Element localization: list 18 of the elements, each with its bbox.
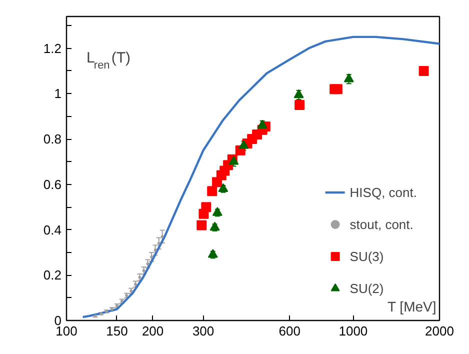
x-tick-label: 1000 (338, 324, 368, 338)
y-tick-label: 1 (54, 86, 62, 102)
x-tick-label: 300 (192, 324, 214, 338)
x-tick-label: 600 (278, 324, 300, 338)
y-tick-label: 0.4 (43, 222, 62, 238)
y-tick-label: 0 (54, 313, 62, 328)
legend-label: SU(2) (350, 280, 384, 296)
x-tick-label: 200 (142, 324, 164, 338)
y-tick-label: 0.6 (43, 176, 62, 192)
x-tick-label: 2000 (425, 324, 454, 338)
y-tick-label: 0.2 (43, 268, 62, 283)
legend-label: HISQ, cont. (350, 184, 417, 200)
x-tick-label: 150 (106, 324, 128, 338)
y-tick-label: 1.2 (43, 40, 62, 56)
x-axis-title: T [MeV] (387, 298, 436, 314)
legend-label: SU(3) (350, 248, 384, 264)
legend-label: stout, cont. (350, 216, 414, 232)
y-tick-label: 0.8 (43, 132, 62, 147)
